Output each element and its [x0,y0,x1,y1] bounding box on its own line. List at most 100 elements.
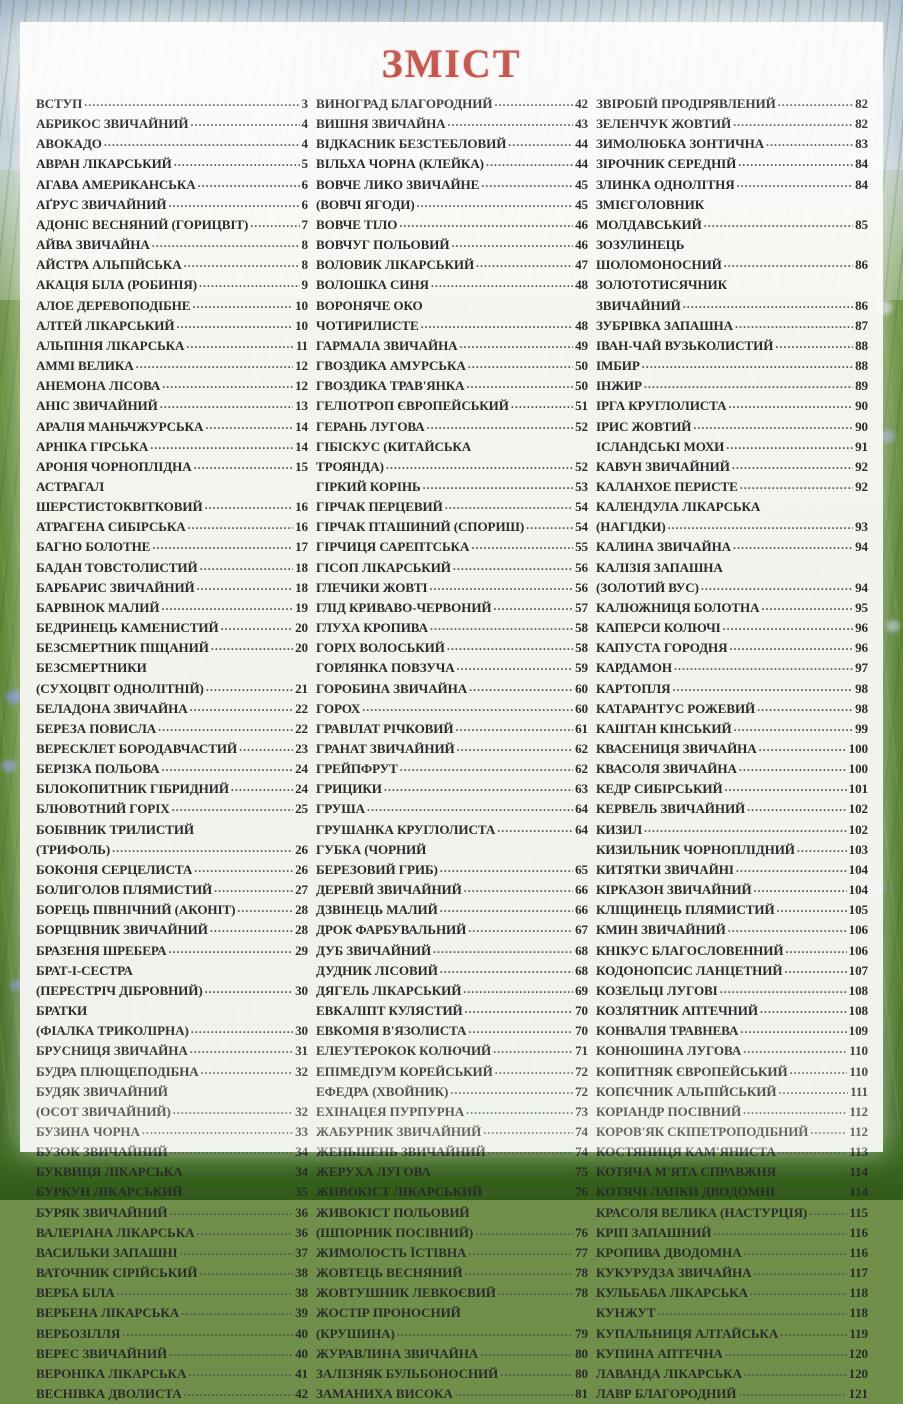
toc-entry[interactable]: ГЕРАНЬ ЛУГОВА...........................… [316,417,588,437]
toc-entry[interactable]: ВЕРЕС ЗВИЧАЙНИЙ.........................… [36,1344,308,1364]
toc-entry[interactable]: КВАСЕНИЦЯ ЗВИЧАЙНА......................… [596,739,868,759]
toc-entry[interactable]: ЕВКАЛІПТ КУЛЯСТИЙ.......................… [316,1001,588,1021]
toc-entry[interactable]: (ЗОЛОТИЙ ВУС)...........................… [596,578,868,598]
toc-entry[interactable]: ЖЕНЬШЕНЬ ЗВИЧАЙНИЙ......................… [316,1142,588,1162]
toc-entry[interactable]: ЖЕРУХА ЛУГОВА...........................… [316,1162,588,1182]
toc-entry[interactable]: (НАГІДКИ)...............................… [596,517,868,537]
toc-entry[interactable]: ІНЖИР...................................… [596,376,868,396]
toc-entry[interactable]: АРНІКА ГІРСЬКА..........................… [36,437,308,457]
toc-entry[interactable]: КВАСОЛЯ ЗВИЧАЙНА........................… [596,759,868,779]
toc-entry[interactable]: БЕДРИНЕЦЬ КАМЕНИСТИЙ....................… [36,618,308,638]
toc-entry[interactable]: КОПЄЧНИК АЛЬПІЙСЬКИЙ....................… [596,1082,868,1102]
toc-entry[interactable]: АЙВА ЗВИЧАЙНА...........................… [36,235,308,255]
toc-entry[interactable]: ВІДКАСНИК БЕЗСТЕБЛОВИЙ..................… [316,134,588,154]
toc-entry[interactable]: ДУДНИК ЛІСОВИЙ..........................… [316,961,588,981]
toc-entry[interactable]: КОТЯЧІ ЛАПКИ ДВОДОМНІ...................… [596,1182,868,1202]
toc-entry[interactable]: БАРБАРИС ЗВИЧАЙНИЙ......................… [36,578,308,598]
toc-entry[interactable]: КАЛЕНДУЛА ЛІКАРСЬКА.....................… [596,497,868,517]
toc-entry[interactable]: ЗУБРІВКА ЗАПАШНА........................… [596,316,868,336]
toc-entry[interactable]: АБРИКОС ЗВИЧАЙНИЙ.......................… [36,114,308,134]
toc-entry[interactable]: ВЕРБОЗІЛЛЯ..............................… [36,1324,308,1344]
toc-entry[interactable]: ЗВИЧАЙНИЙ...............................… [596,296,868,316]
toc-entry[interactable]: ЗЕЛЕНЧУК ЖОВТИЙ.........................… [596,114,868,134]
toc-entry[interactable]: КОНВАЛІЯ ТРАВНЕВА.......................… [596,1021,868,1041]
toc-entry[interactable]: БУЗОК ЗВИЧАЙНИЙ.........................… [36,1142,308,1162]
toc-entry[interactable]: ГІРЧАК ПЕРЦЕВИЙ.........................… [316,497,588,517]
toc-entry[interactable]: БАРВІНОК МАЛИЙ..........................… [36,598,308,618]
toc-entry[interactable]: АЛТЕЙ ЛІКАРСЬКИЙ........................… [36,316,308,336]
toc-entry[interactable]: (ШПОРНИК ПОСІВНИЙ)......................… [316,1223,588,1243]
toc-entry[interactable]: ГВОЗДИКА АМУРСЬКА.......................… [316,356,588,376]
toc-entry[interactable]: КИТЯТКИ ЗВИЧАЙНІ........................… [596,860,868,880]
toc-entry[interactable]: КОДОНОПСИС ЛАНЦЕТНИЙ....................… [596,961,868,981]
toc-entry[interactable]: КИЗИЛЬНИК ЧОРНОПЛІДНИЙ..................… [596,840,868,860]
toc-entry[interactable]: БРАТКИ..................................… [36,1001,308,1021]
toc-entry[interactable]: ЕЛЕУТЕРОКОК КОЛЮЧИЙ.....................… [316,1041,588,1061]
toc-entry[interactable]: ШОЛОМОНОСНИЙ............................… [596,255,868,275]
toc-entry[interactable]: КОРОВ'ЯК СКІПЕТРОПОДІБНИЙ...............… [596,1122,868,1142]
toc-entry[interactable]: ГОРОБИНА ЗВИЧАЙНА.......................… [316,679,588,699]
toc-entry[interactable]: ДЕРЕВІЙ ЗВИЧАЙНИЙ.......................… [316,880,588,900]
toc-entry[interactable]: АНЕМОНА ЛІСОВА..........................… [36,376,308,396]
toc-entry[interactable]: АТРАГЕНА СИБІРСЬКА......................… [36,517,308,537]
toc-entry[interactable]: ЖИМОЛОСТЬ ЇСТІВНА.......................… [316,1243,588,1263]
toc-entry[interactable]: КОТЯЧА М'ЯТА СПРАВЖНЯ...................… [596,1162,868,1182]
toc-entry[interactable]: КИЗИЛ...................................… [596,820,868,840]
toc-entry[interactable]: ЗМІЄГОЛОВНИК............................… [596,195,868,215]
toc-entry[interactable]: КУЛЬБАБА ЛІКАРСЬКА......................… [596,1283,868,1303]
toc-entry[interactable]: (ОСОТ ЗВИЧАЙНИЙ)........................… [36,1102,308,1122]
toc-entry[interactable]: ЖИВОКІСТ ЛІКАРСЬКИЙ.....................… [316,1182,588,1202]
toc-entry[interactable]: ГЛЕЧИКИ ЖОВТІ...........................… [316,578,588,598]
toc-entry[interactable]: ВЕРЕСКЛЕТ БОРОДАВЧАСТИЙ.................… [36,739,308,759]
toc-entry[interactable]: ВОВЧЕ ТІЛО..............................… [316,215,588,235]
toc-entry[interactable]: АНІС ЗВИЧАЙНИЙ..........................… [36,396,308,416]
toc-entry[interactable]: БРУСНИЦЯ ЗВИЧАЙНА.......................… [36,1041,308,1061]
toc-entry[interactable]: АММІ ВЕЛИКА.............................… [36,356,308,376]
toc-entry[interactable]: ЛАВАНДА ЛІКАРСЬКА.......................… [596,1364,868,1384]
toc-entry[interactable]: КЛІЩИНЕЦЬ ПЛЯМИСТИЙ.....................… [596,900,868,920]
toc-entry[interactable]: БЛЮВОТНИЙ ГОРІХ.........................… [36,799,308,819]
toc-entry[interactable]: КУНЖУТ..................................… [596,1303,868,1323]
toc-entry[interactable]: ВСТУП...................................… [36,94,308,114]
toc-entry[interactable]: ГЛІД КРИВАВО-ЧЕРВОНИЙ...................… [316,598,588,618]
toc-entry[interactable]: АДОНІС ВЕСНЯНИЙ (ГОРИЦВІТ)..............… [36,215,308,235]
toc-entry[interactable]: КАТАРАНТУС РОЖЕВИЙ......................… [596,699,868,719]
toc-entry[interactable]: ЛАВР БЛАГОРОДНИЙ........................… [596,1384,868,1404]
toc-entry[interactable]: БЕРЕЗА ПОВИСЛА..........................… [36,719,308,739]
toc-entry[interactable]: БОБІВНИК ТРИЛИСТИЙ......................… [36,820,308,840]
toc-entry[interactable]: КОПИТНЯК ЄВРОПЕЙСЬКИЙ...................… [596,1062,868,1082]
toc-entry[interactable]: ГОРЛЯНКА ПОВЗУЧА........................… [316,658,588,678]
toc-entry[interactable]: ЗОЗУЛИНЕЦЬ..............................… [596,235,868,255]
toc-entry[interactable]: ГВОЗДИКА ТРАВ'ЯНКА......................… [316,376,588,396]
toc-entry[interactable]: БРАЗЕНІЯ ШРЕБЕРА........................… [36,941,308,961]
toc-entry[interactable]: ІРИС ЖОВТИЙ.............................… [596,417,868,437]
toc-entry[interactable]: БАГНО БОЛОТНЕ...........................… [36,537,308,557]
toc-entry[interactable]: ВОЛОШКА СИНЯ............................… [316,275,588,295]
toc-entry[interactable]: ВЕСНІВКА ДВОЛИСТА.......................… [36,1384,308,1404]
toc-entry[interactable]: БУРЯК ЗВИЧАЙНИЙ.........................… [36,1203,308,1223]
toc-entry[interactable]: ГРУША...................................… [316,799,588,819]
toc-entry[interactable]: ІМБИР...................................… [596,356,868,376]
toc-entry[interactable]: БЕРЕЗОВИЙ ГРИБ).........................… [316,860,588,880]
toc-entry[interactable]: ГІРЧАК ПТАШИНИЙ (СПОРИШ)................… [316,517,588,537]
toc-entry[interactable]: БОКОНІЯ СЕРЦЕЛИСТА......................… [36,860,308,880]
toc-entry[interactable]: ВЕРБЕНА ЛІКАРСЬКА.......................… [36,1303,308,1323]
toc-entry[interactable]: АСТРАГАЛ................................… [36,477,308,497]
toc-entry[interactable]: АРАЛІЯ МАНЬЧЖУРСЬКА.....................… [36,417,308,437]
toc-entry[interactable]: (ПЕРЕСТРІЧ ДІБРОВНИЙ)...................… [36,981,308,1001]
toc-entry[interactable]: ГРИЦИКИ.................................… [316,779,588,799]
toc-entry[interactable]: КОРІАНДР ПОСІВНИЙ.......................… [596,1102,868,1122]
toc-entry[interactable]: ГРЕЙПФРУТ...............................… [316,759,588,779]
toc-entry[interactable]: КРОПИВА ДВОДОМНА........................… [596,1243,868,1263]
toc-entry[interactable]: ВИНОГРАД БЛАГОРОДНИЙ....................… [316,94,588,114]
toc-entry[interactable]: ВАЛЕРІАНА ЛІКАРСЬКА.....................… [36,1223,308,1243]
toc-entry[interactable]: КРАСОЛЯ ВЕЛИКА (НАСТУРЦІЯ)..............… [596,1203,868,1223]
toc-entry[interactable]: КЕДР СИБІРСЬКИЙ.........................… [596,779,868,799]
toc-entry[interactable]: ВИШНЯ ЗВИЧАЙНА..........................… [316,114,588,134]
toc-entry[interactable]: ГОРІХ ВОЛОСЬКИЙ.........................… [316,638,588,658]
toc-entry[interactable]: КАЛИНА ЗВИЧАЙНА.........................… [596,537,868,557]
toc-entry[interactable]: ВОВЧУГ ПОЛЬОВИЙ.........................… [316,235,588,255]
toc-entry[interactable]: ГУБКА (ЧОРНИЙ...........................… [316,840,588,860]
toc-entry[interactable]: ДЯГЕЛЬ ЛІКАРСЬКИЙ.......................… [316,981,588,1001]
toc-entry[interactable]: КАПУСТА ГОРОДНЯ.........................… [596,638,868,658]
